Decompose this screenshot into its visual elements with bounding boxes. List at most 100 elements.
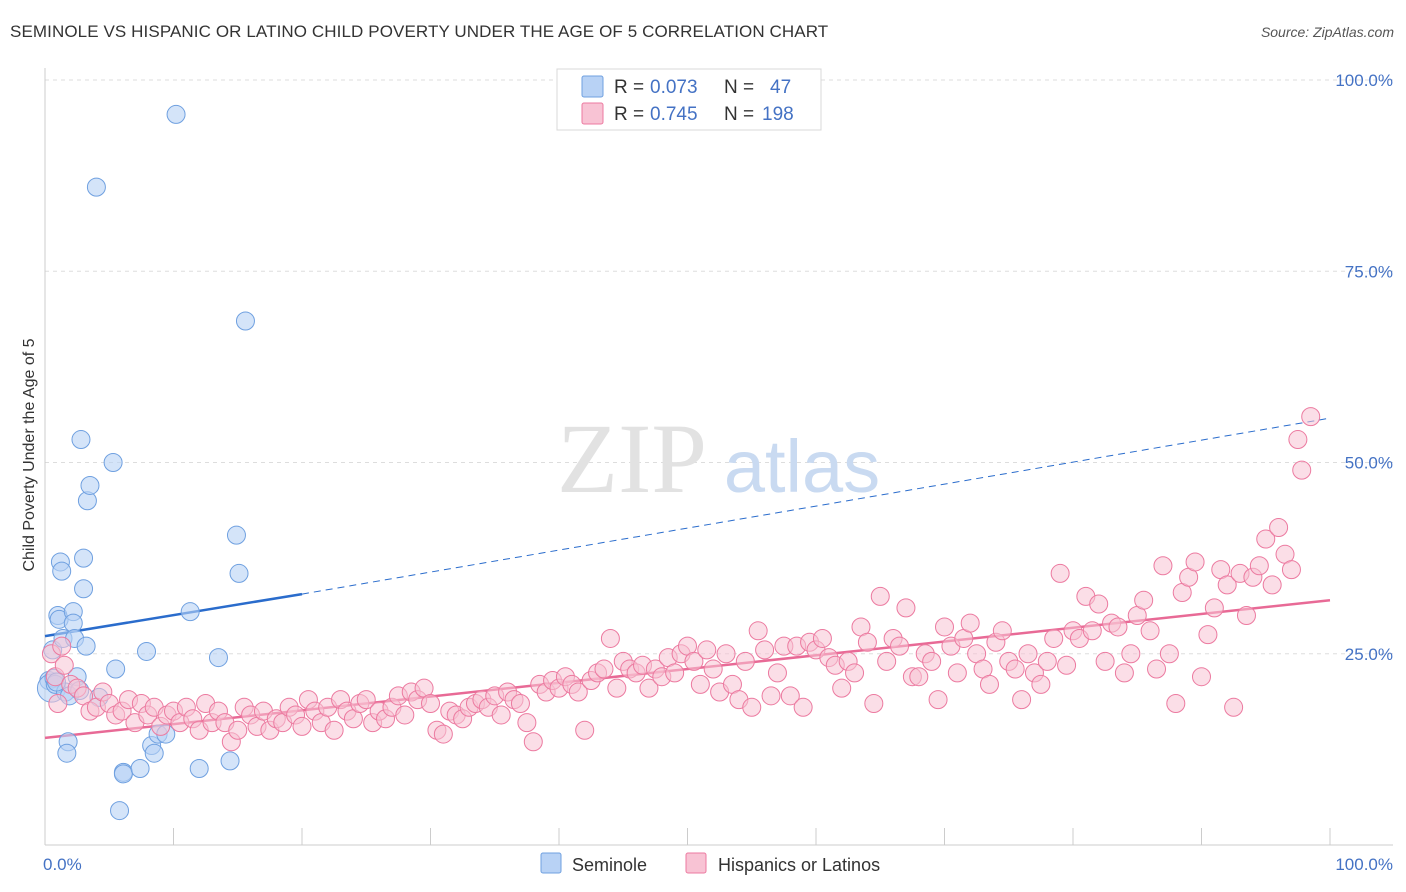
- hispanic-point: [594, 659, 614, 679]
- hispanic-point: [870, 586, 890, 606]
- bottom-legend-seminole-swatch: [540, 852, 562, 874]
- y-tick-label: 100.0%: [1335, 71, 1393, 90]
- hispanic-point: [890, 636, 910, 656]
- seminole-point: [229, 563, 249, 583]
- hispanic-point: [1159, 644, 1179, 664]
- y-tick-label: 50.0%: [1345, 454, 1393, 473]
- hispanic-point: [1249, 556, 1269, 576]
- source-label: Source: ZipAtlas.com: [1260, 24, 1394, 40]
- hispanic-point: [748, 621, 768, 641]
- hispanic-point: [1217, 575, 1237, 595]
- hispanic-point: [742, 697, 762, 717]
- hispanic-point: [1005, 659, 1025, 679]
- seminole-point: [110, 801, 130, 821]
- hispanic-point: [767, 663, 787, 683]
- hispanic-point: [960, 613, 980, 633]
- hispanic-point: [1256, 529, 1276, 549]
- seminole-point: [74, 579, 94, 599]
- seminole-point: [189, 759, 209, 778]
- seminole-point: [103, 453, 123, 472]
- hispanic-point: [1236, 606, 1256, 625]
- bottom-legend-hispanic-swatch: [685, 852, 707, 874]
- hispanic-point: [48, 693, 68, 713]
- hispanic-point: [52, 636, 72, 656]
- seminole-trend-extension: [301, 417, 1331, 595]
- hispanic-point: [523, 732, 543, 752]
- watermark-atlas: atlas: [724, 425, 880, 508]
- watermark: ZIP atlas: [557, 403, 880, 514]
- seminole-point: [226, 525, 246, 545]
- hispanic-point: [665, 663, 685, 683]
- hispanic-point: [324, 720, 344, 740]
- hispanic-point: [1031, 674, 1051, 694]
- hispanic-point: [1134, 590, 1154, 610]
- hispanic-point: [1050, 563, 1070, 583]
- seminole-point: [208, 648, 228, 668]
- hispanic-point: [793, 697, 813, 717]
- hispanic-point: [1166, 693, 1186, 713]
- legend-r-label: R =: [614, 77, 644, 98]
- hispanic-point: [1121, 644, 1141, 664]
- seminole-point: [52, 561, 72, 581]
- seminole-point: [57, 743, 77, 763]
- legend-n-label: N =: [724, 77, 754, 98]
- hispanic-point: [1301, 407, 1321, 427]
- x-tick-labels: 0.0% 100.0%: [43, 855, 1393, 874]
- hispanic-point: [716, 644, 736, 664]
- legend: R = 0.073 N = 47 R = 0.745 N = 198: [556, 68, 822, 131]
- hispanic-point: [1262, 575, 1282, 595]
- seminole-trend-line: [44, 592, 303, 638]
- hispanic-point: [1082, 621, 1102, 641]
- hispanic-point: [568, 682, 588, 702]
- hispanic-point: [697, 640, 717, 660]
- legend-seminole-n: 47: [770, 77, 791, 98]
- axes: [44, 68, 1393, 846]
- hispanic-point: [54, 655, 74, 675]
- legend-seminole-r: 0.073: [650, 77, 698, 98]
- hispanic-point: [1292, 460, 1312, 480]
- hispanic-point: [812, 628, 832, 648]
- seminole-point: [235, 311, 255, 331]
- hispanic-point: [922, 651, 942, 671]
- seminole-point: [166, 104, 186, 124]
- series-hispanic: [41, 407, 1321, 752]
- hispanic-point: [433, 724, 453, 744]
- hispanic-point: [780, 686, 800, 706]
- legend-r-label: R =: [614, 104, 644, 125]
- seminole-point: [106, 659, 126, 679]
- hispanic-point: [1095, 651, 1115, 671]
- hispanic-point: [575, 720, 595, 740]
- hispanic-point: [690, 674, 710, 694]
- legend-n-label: N =: [724, 104, 754, 125]
- hispanic-point: [864, 693, 884, 713]
- hispanic-point: [684, 651, 704, 671]
- hispanic-point: [761, 686, 781, 706]
- hispanic-point: [857, 632, 877, 652]
- seminole-point: [76, 636, 96, 656]
- hispanic-point: [356, 690, 376, 710]
- hispanic-point: [845, 663, 865, 683]
- x-tick-label: 0.0%: [43, 855, 82, 874]
- seminole-point: [113, 764, 133, 784]
- hispanic-point: [928, 690, 948, 710]
- hispanic-point: [992, 621, 1012, 641]
- hispanic-point: [832, 678, 852, 698]
- hispanic-point: [421, 693, 440, 713]
- hispanic-point: [1185, 552, 1205, 572]
- hispanic-point: [600, 628, 620, 648]
- legend-hispanic-r: 0.745: [650, 104, 698, 125]
- bottom-legend-seminole: Seminole: [572, 855, 647, 875]
- series-seminole: [36, 104, 255, 821]
- hispanic-point: [909, 667, 929, 687]
- hispanic-point: [1012, 690, 1032, 710]
- hispanic-point: [1192, 667, 1211, 687]
- hispanic-point: [755, 640, 775, 660]
- hispanic-point: [1269, 518, 1289, 538]
- hispanic-point: [1204, 598, 1224, 618]
- seminole-point: [220, 751, 240, 771]
- hispanic-point: [395, 705, 415, 725]
- y-tick-label: 25.0%: [1345, 645, 1393, 664]
- hispanic-point: [1089, 594, 1109, 614]
- seminole-point: [137, 641, 157, 661]
- hispanic-point: [1057, 655, 1077, 675]
